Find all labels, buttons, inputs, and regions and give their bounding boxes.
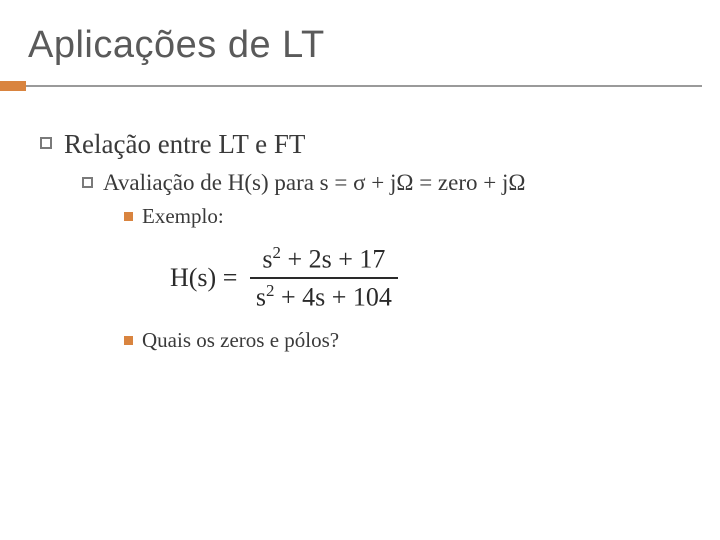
- bullet-level3-quais: Quais os zeros e pólos?: [124, 328, 680, 353]
- bullet-level2: Avaliação de H(s) para s = σ + jΩ = zero…: [82, 170, 680, 196]
- content-area: Relação entre LT e FT Avaliação de H(s) …: [0, 99, 720, 353]
- level3b-text: Quais os zeros e pólos?: [142, 328, 339, 353]
- filled-square-icon: [124, 212, 133, 221]
- hollow-square-icon: [82, 177, 93, 188]
- bullet-level3-exemplo: Exemplo:: [124, 204, 680, 229]
- num-exp: 2: [273, 243, 281, 262]
- bullet-level1: Relação entre LT e FT: [40, 129, 680, 160]
- hollow-square-icon: [40, 137, 52, 149]
- formula-fraction: s2 + 2s + 17 s2 + 4s + 104: [250, 243, 398, 312]
- formula: H(s) = s2 + 2s + 17 s2 + 4s + 104: [170, 243, 680, 312]
- level1-text: Relação entre LT e FT: [64, 129, 305, 160]
- num-base: s: [262, 245, 272, 274]
- level2-text: Avaliação de H(s) para s = σ + jΩ = zero…: [103, 170, 525, 196]
- den-rest: + 4s + 104: [274, 282, 391, 311]
- slide: Aplicações de LT Relação entre LT e FT A…: [0, 0, 720, 540]
- accent-block: [0, 81, 26, 91]
- filled-square-icon: [124, 336, 133, 345]
- formula-denominator: s2 + 4s + 104: [250, 279, 398, 313]
- title-rule: [0, 81, 720, 99]
- formula-lhs: H(s) =: [170, 263, 237, 293]
- num-rest: + 2s + 17: [281, 245, 385, 274]
- slide-title: Aplicações de LT: [0, 0, 720, 81]
- den-base: s: [256, 282, 266, 311]
- formula-numerator: s2 + 2s + 17: [250, 243, 398, 279]
- rule-line: [26, 85, 702, 87]
- level3a-text: Exemplo:: [142, 204, 224, 229]
